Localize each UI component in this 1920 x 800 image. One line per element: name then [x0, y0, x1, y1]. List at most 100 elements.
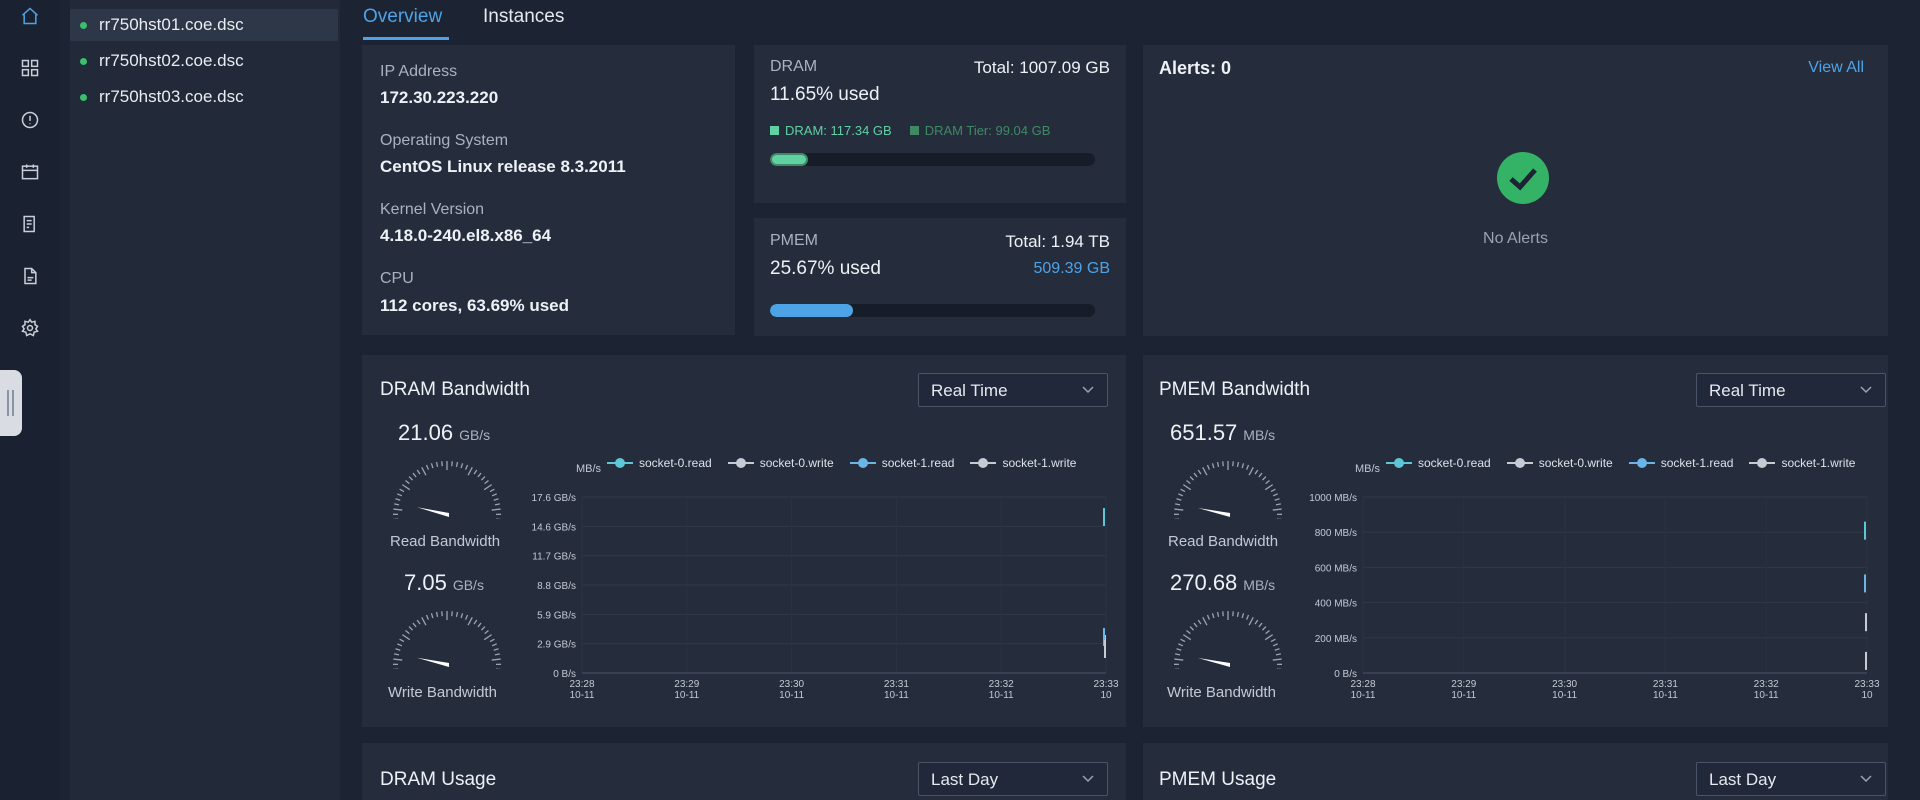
- pmem-usage-range-select[interactable]: Last Day: [1696, 762, 1886, 796]
- gauge-tick: [491, 643, 497, 647]
- view-all-link[interactable]: View All: [1808, 59, 1864, 76]
- gauge-tick: [1275, 503, 1281, 506]
- gauge-needle: [1198, 658, 1230, 667]
- gauge-tick: [1193, 472, 1198, 478]
- gauge-tick: [1182, 634, 1192, 641]
- pmem-read-value: 651.57 MB/s: [1170, 420, 1276, 445]
- legend-item[interactable]: socket-1.write: [1749, 456, 1855, 470]
- legend-item[interactable]: socket-1.write: [970, 456, 1076, 470]
- gauge-tick: [1261, 476, 1267, 481]
- x-tick-label: 23:31: [884, 679, 909, 690]
- gauge-tick: [1265, 629, 1270, 635]
- x-tick-label: 23:30: [1552, 679, 1577, 690]
- x-tick-label: 23:29: [1451, 679, 1476, 690]
- gauge-tick: [397, 643, 403, 647]
- gauge-tick: [1246, 464, 1250, 470]
- legend-item[interactable]: socket-1.read: [1628, 456, 1733, 470]
- panel-collapse-handle[interactable]: [0, 370, 22, 436]
- gauge-tick: [473, 619, 478, 625]
- dram-bandwidth-title: DRAM Bandwidth: [380, 379, 530, 400]
- y-tick-label: 2.9 GB/s: [537, 640, 576, 651]
- gauge-tick: [1211, 613, 1215, 619]
- gauge-tick: [1272, 493, 1278, 497]
- pmem-read-gauge: [1173, 461, 1283, 519]
- gauge-needle: [417, 657, 449, 667]
- gauge-tick: [491, 493, 497, 497]
- gauge-tick: [395, 498, 401, 501]
- dram-usage-range-select[interactable]: Last Day: [918, 762, 1108, 796]
- dram-read-gauge: [392, 461, 502, 519]
- document-icon[interactable]: [18, 264, 42, 288]
- gauge-tick: [408, 476, 414, 481]
- legend-item[interactable]: socket-1.read: [849, 456, 954, 470]
- dram-label: DRAM: [770, 58, 818, 75]
- gauge-tick: [397, 493, 403, 497]
- chevron-down-icon: [1860, 386, 1872, 394]
- gauge-tick: [483, 634, 493, 641]
- gauge-tick: [1197, 619, 1202, 625]
- gauge-tick: [1274, 498, 1280, 501]
- pmem-label: PMEM: [770, 232, 818, 249]
- dram-usage-bar: [770, 153, 1095, 166]
- gauge-tick: [1258, 472, 1263, 478]
- alert-icon[interactable]: [18, 108, 42, 132]
- y-tick-label: 0 B/s: [1334, 669, 1357, 680]
- gauge-tick: [430, 613, 434, 619]
- gauge-tick: [494, 503, 500, 506]
- chevron-down-icon: [1860, 775, 1872, 783]
- gauge-needle: [417, 507, 449, 517]
- pmem-total: Total: 1.94 TB: [1005, 232, 1110, 251]
- gauge-tick: [421, 466, 427, 476]
- host-item[interactable]: rr750hst01.coe.dsc: [70, 9, 338, 41]
- gauge-tick: [1264, 634, 1274, 641]
- pmem-read-label: Read Bandwidth: [1168, 533, 1279, 550]
- legend-item[interactable]: socket-0.write: [727, 456, 834, 470]
- pmem-usage-bar: [770, 304, 1095, 317]
- gauge-tick: [1176, 648, 1182, 651]
- gear-icon[interactable]: [18, 316, 42, 340]
- y-tick-label: 800 MB/s: [1315, 528, 1357, 539]
- dram-summary-card: DRAM Total: 1007.09 GB 11.65% used DRAM:…: [754, 45, 1126, 203]
- legend-item[interactable]: socket-0.read: [607, 456, 712, 470]
- gauge-tick: [1272, 508, 1282, 511]
- gauge-tick: [1216, 611, 1220, 618]
- x-tick-label: 23:33: [1093, 679, 1118, 690]
- ip-value: 172.30.223.220: [380, 88, 499, 107]
- tab-instances[interactable]: Instances: [483, 6, 565, 27]
- gauge-tick: [1254, 469, 1259, 475]
- y-tick-label: 400 MB/s: [1315, 599, 1357, 610]
- host-item[interactable]: rr750hst03.coe.dsc: [70, 81, 338, 113]
- gauge-tick: [416, 619, 421, 625]
- gauge-tick: [477, 622, 482, 628]
- dram-write-label: Write Bandwidth: [388, 684, 497, 701]
- calendar-icon[interactable]: [18, 160, 42, 184]
- gauge-tick: [489, 638, 495, 643]
- dram-bandwidth-range-select[interactable]: Real Time: [918, 373, 1108, 407]
- gauge-needle: [1198, 508, 1230, 517]
- gauge-tick: [477, 472, 482, 478]
- y-axis-unit: MB/s: [1355, 463, 1381, 475]
- pmem-write-label: Write Bandwidth: [1167, 684, 1276, 701]
- dashboard-icon[interactable]: [18, 56, 42, 80]
- host-item[interactable]: rr750hst02.coe.dsc: [70, 45, 338, 77]
- status-dot: [80, 93, 87, 101]
- gauge-tick: [1202, 616, 1208, 626]
- x-tick-label: 23:28: [1350, 679, 1375, 690]
- legend-item[interactable]: socket-0.write: [1506, 456, 1613, 470]
- tab-overview[interactable]: Overview: [363, 6, 443, 27]
- x-tick-label: 10-11: [674, 690, 699, 701]
- gauge-tick: [1176, 498, 1182, 501]
- dram-usage-fill: [770, 153, 808, 166]
- gauge-tick: [455, 461, 459, 468]
- dram-bandwidth-chart: 0 B/s 2.9 GB/s 5.9 GB/s 8.8 GB/s 11.7 GB/s 14…: [532, 493, 1119, 701]
- x-tick-label: 23:31: [1653, 679, 1678, 690]
- gauge-tick: [1246, 614, 1250, 620]
- gauge-tick: [1202, 466, 1208, 476]
- home-icon[interactable]: [18, 4, 42, 28]
- legend-item[interactable]: socket-0.read: [1386, 456, 1491, 470]
- report-icon[interactable]: [18, 212, 42, 236]
- gauge-tick: [460, 463, 464, 469]
- gauge-tick: [1197, 469, 1202, 475]
- gauge-tick: [455, 611, 459, 618]
- pmem-bandwidth-range-select[interactable]: Real Time: [1696, 373, 1886, 407]
